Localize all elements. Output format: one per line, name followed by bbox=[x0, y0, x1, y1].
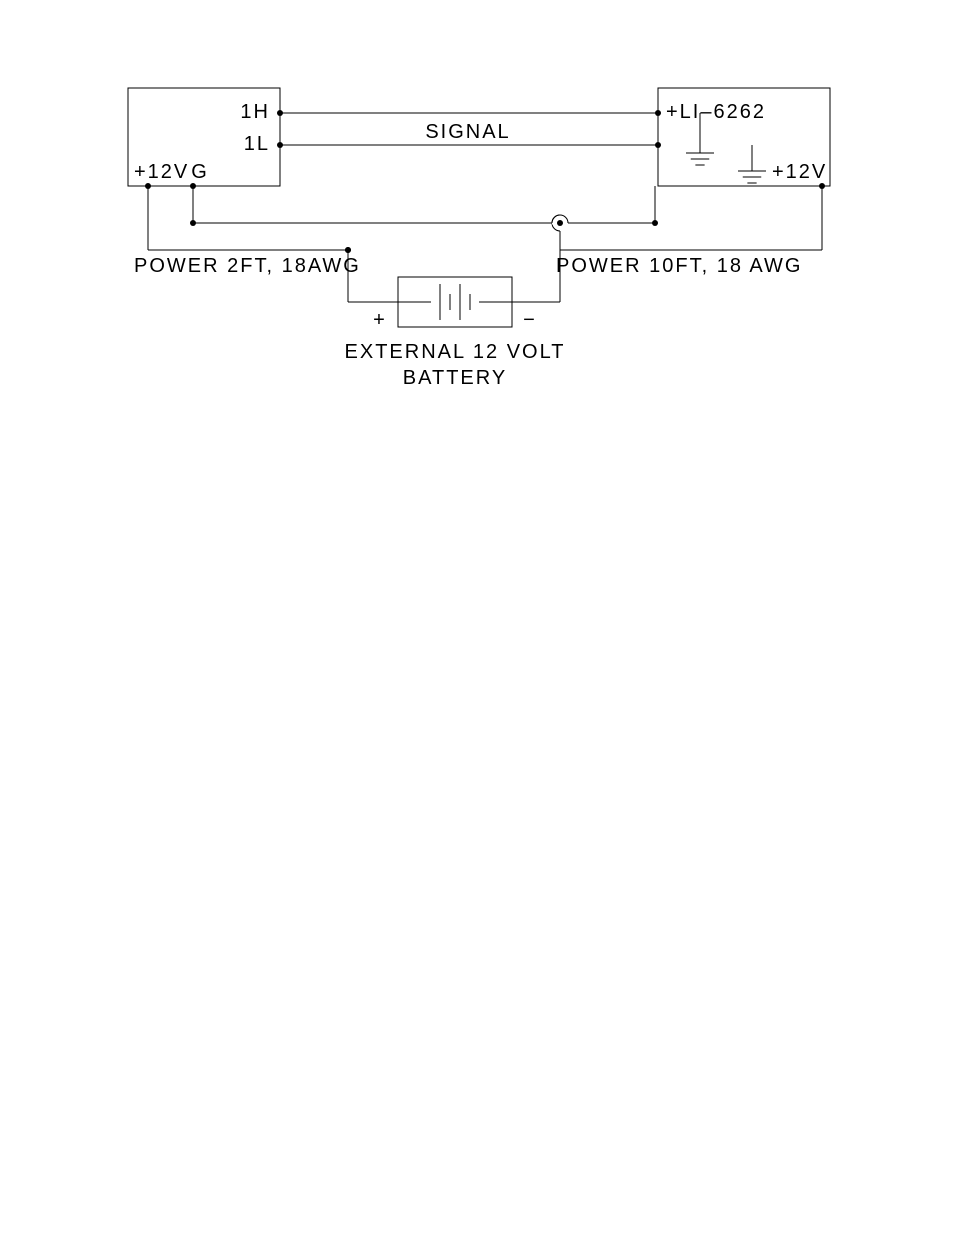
junction-dot bbox=[819, 183, 825, 189]
junction-dot bbox=[557, 220, 563, 226]
bat_plus-label: + bbox=[373, 309, 387, 331]
junction-dot bbox=[277, 142, 283, 148]
power_left-label: POWER 2FT, 18AWG bbox=[134, 255, 361, 277]
junction-dot bbox=[190, 220, 196, 226]
power_right-label: POWER 10FT, 18 AWG bbox=[556, 255, 802, 277]
junction-dot bbox=[655, 110, 661, 116]
junction-dot bbox=[145, 183, 151, 189]
battery-label: BATTERY bbox=[403, 367, 507, 389]
junction-dot bbox=[655, 142, 661, 148]
ext12v-label: EXTERNAL 12 VOLT bbox=[345, 341, 566, 363]
1H-label: 1H bbox=[240, 101, 270, 123]
1L-label: 1L bbox=[244, 133, 270, 155]
plus12_right-label: +12V bbox=[772, 161, 827, 183]
signal-label: SIGNAL bbox=[425, 121, 510, 143]
li6262-label: +LI–6262 bbox=[666, 101, 766, 123]
wiring-diagram: 1H1L+12VGSIGNAL+LI–6262+12VPOWER 2FT, 18… bbox=[0, 0, 954, 1235]
bat_minus-label: − bbox=[523, 309, 537, 331]
junction-dot bbox=[190, 183, 196, 189]
plus12_left-label: +12V bbox=[134, 161, 189, 183]
junction-dot bbox=[652, 220, 658, 226]
junction-dot bbox=[277, 110, 283, 116]
G-label: G bbox=[191, 161, 209, 183]
junction-dot bbox=[345, 247, 351, 253]
